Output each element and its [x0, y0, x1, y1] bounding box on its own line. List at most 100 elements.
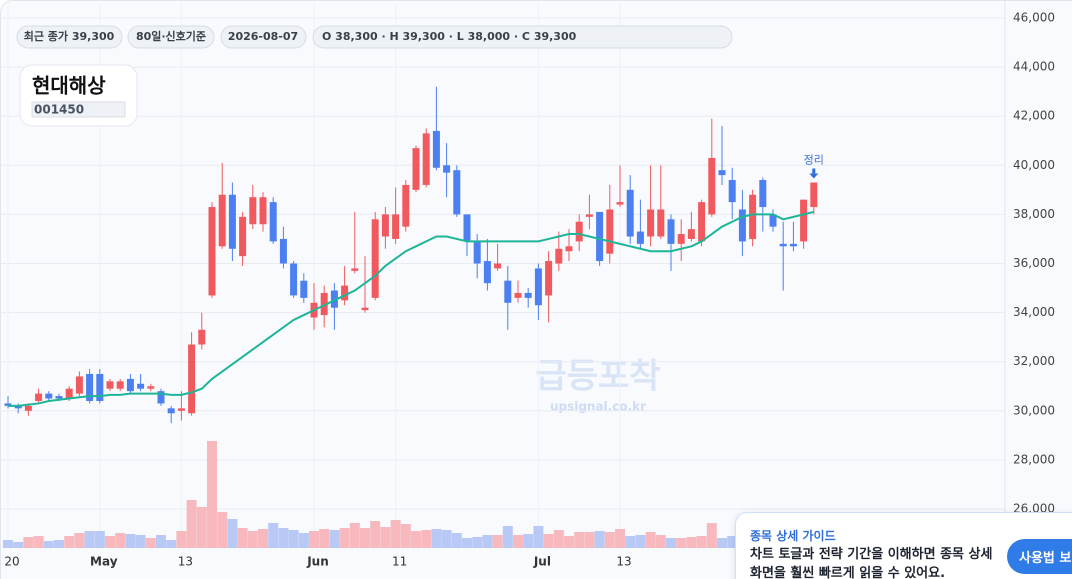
watermark-url: upsignal.co.kr [550, 400, 646, 414]
candle-body [381, 214, 389, 237]
volume-bar [717, 538, 727, 548]
x-tick-label: 11 [392, 555, 407, 569]
volume-bar [543, 534, 554, 548]
volume-bar [186, 500, 197, 548]
x-tick-label: Jun [306, 555, 329, 569]
volume-bar [645, 532, 656, 548]
x-tick-label: 13 [616, 555, 631, 569]
pill-text: O 38,300 · H 39,300 · L 38,000 · C 39,30… [322, 30, 577, 43]
volume-bar [400, 524, 411, 548]
volume-bar [523, 534, 534, 548]
volume-bar [145, 538, 156, 548]
candle-body [596, 211, 604, 262]
candle-body [432, 130, 440, 168]
volume-bar [553, 530, 564, 548]
volume-bar [635, 535, 646, 548]
candle-body [585, 214, 593, 217]
y-tick-label: 38,000 [1013, 207, 1055, 221]
candle-body [35, 393, 43, 401]
candle-body [657, 209, 665, 237]
volume-bar [217, 512, 228, 548]
volume-bar [584, 532, 595, 548]
volume-bar [105, 536, 115, 548]
volume-bar [258, 529, 268, 548]
volume-bar [349, 523, 360, 548]
volume-bar [513, 535, 523, 548]
volume-bar [574, 532, 585, 548]
candle-body [392, 214, 400, 239]
moving-average [8, 210, 815, 407]
candle-body [198, 329, 206, 345]
x-tick-label: May [90, 555, 118, 569]
candle-body [647, 209, 655, 237]
candle-body [514, 292, 522, 298]
volume-bar [309, 531, 319, 548]
volume-bar [247, 531, 258, 548]
volume-bar [482, 535, 493, 548]
candle-body [371, 219, 379, 298]
candle-body [208, 207, 216, 296]
volume-bar [421, 530, 432, 548]
x-tick-label: 20 [4, 555, 19, 569]
candle-body [24, 405, 32, 411]
volume-bar [84, 531, 95, 548]
candle-body [320, 292, 328, 316]
volume-bar [64, 536, 75, 548]
candle-body [463, 214, 471, 242]
x-tick-label: Jul [533, 555, 551, 569]
candle-body [534, 268, 542, 306]
guide-popup: 종목 상세 가이드 차트 토글과 전략 기간을 이해하면 종목 상세 화면을 훨… [735, 512, 1072, 579]
y-tick-label: 36,000 [1013, 256, 1055, 270]
volume-bar [666, 538, 676, 548]
candle-body [524, 292, 532, 298]
candle-body [86, 373, 94, 401]
candle-body [75, 376, 83, 394]
candle-body [279, 238, 287, 264]
volume-bar [686, 537, 697, 548]
candle-body [65, 388, 73, 399]
volume-bar [339, 528, 350, 548]
volume-bar [492, 535, 503, 548]
candle-body [351, 268, 359, 271]
candle-body [126, 378, 134, 392]
volume-bar [115, 533, 126, 548]
pill [312, 25, 733, 49]
candle-body [473, 241, 481, 264]
candle-body [759, 180, 767, 208]
volume-bar [360, 528, 370, 548]
candle-body [228, 194, 236, 249]
candle-body [218, 194, 226, 247]
pill [127, 25, 215, 49]
guide-button[interactable]: 사용법 보기 [1007, 539, 1072, 574]
candle-body [239, 216, 247, 257]
y-tick-label: 30,000 [1013, 403, 1055, 417]
volume-bar [370, 521, 381, 548]
volume-bar [268, 523, 279, 548]
volume-bar [227, 519, 238, 548]
candle-body [636, 231, 644, 244]
candle-body [555, 248, 563, 264]
pills: 최근 종가 39,300 80일·신호기준 2026-08-07 O 38,30… [16, 25, 733, 49]
volume-bar [3, 540, 13, 548]
volume-bar [329, 530, 340, 548]
candle-body [810, 182, 818, 208]
candle-body [728, 180, 736, 203]
y-tick-label: 40,000 [1013, 158, 1055, 172]
volume-bar [462, 538, 472, 548]
x-tick-label: 13 [178, 555, 193, 569]
candle-body [300, 280, 308, 298]
volume-bar [604, 532, 615, 548]
volume-bar [13, 542, 24, 548]
volume-bar [696, 536, 707, 548]
volume-bar [207, 441, 217, 548]
candle-body [412, 148, 420, 190]
volume-bar [166, 540, 177, 548]
candle-body [616, 202, 624, 205]
volume-bar [288, 530, 299, 548]
candle-body [718, 170, 726, 176]
candle-body [167, 408, 175, 414]
volume-bar [54, 540, 64, 548]
pill-text: 최근 종가 39,300 [24, 29, 115, 43]
volume-bar [237, 528, 248, 548]
